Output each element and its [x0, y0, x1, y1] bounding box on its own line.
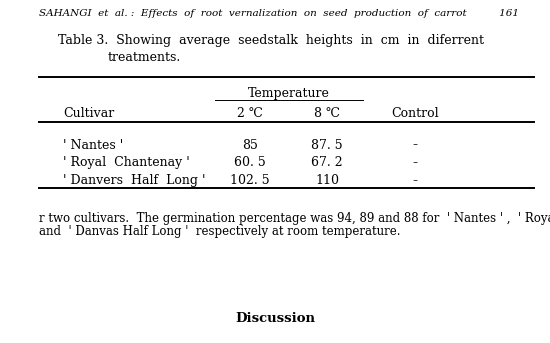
Text: Temperature: Temperature — [248, 87, 329, 100]
Text: ' Royal  Chantenay ': ' Royal Chantenay ' — [63, 156, 190, 169]
Text: treatments.: treatments. — [107, 51, 180, 64]
Text: 2 ℃: 2 ℃ — [237, 107, 263, 120]
Text: -: - — [412, 139, 418, 153]
Text: Discussion: Discussion — [235, 312, 315, 325]
Text: Cultivar: Cultivar — [63, 107, 114, 120]
Text: 8 ℃: 8 ℃ — [314, 107, 340, 120]
Text: r two cultivars.  The germination percentage was 94, 89 and 88 for  ' Nantes ' ,: r two cultivars. The germination percent… — [39, 212, 550, 225]
Text: 102. 5: 102. 5 — [230, 174, 270, 187]
Text: 87. 5: 87. 5 — [311, 139, 343, 152]
Text: SAHANGI  et  al. :  Effects  of  root  vernalization  on  seed  production  of  : SAHANGI et al. : Effects of root vernali… — [39, 9, 519, 17]
Text: Table 3.  Showing  average  seedstalk  heights  in  cm  in  diferrent: Table 3. Showing average seedstalk heigh… — [58, 34, 484, 47]
Text: -: - — [412, 156, 418, 170]
Text: 110: 110 — [315, 174, 339, 187]
Text: 60. 5: 60. 5 — [234, 156, 266, 169]
Text: ' Danvers  Half  Long ': ' Danvers Half Long ' — [63, 174, 206, 187]
Text: Control: Control — [392, 107, 439, 120]
Text: ' Nantes ': ' Nantes ' — [63, 139, 124, 152]
Text: and  ' Danvas Half Long '  respectively at room temperature.: and ' Danvas Half Long ' respectively at… — [39, 225, 400, 238]
Text: 67. 2: 67. 2 — [311, 156, 343, 169]
Text: 85: 85 — [243, 139, 258, 152]
Text: -: - — [412, 174, 418, 188]
